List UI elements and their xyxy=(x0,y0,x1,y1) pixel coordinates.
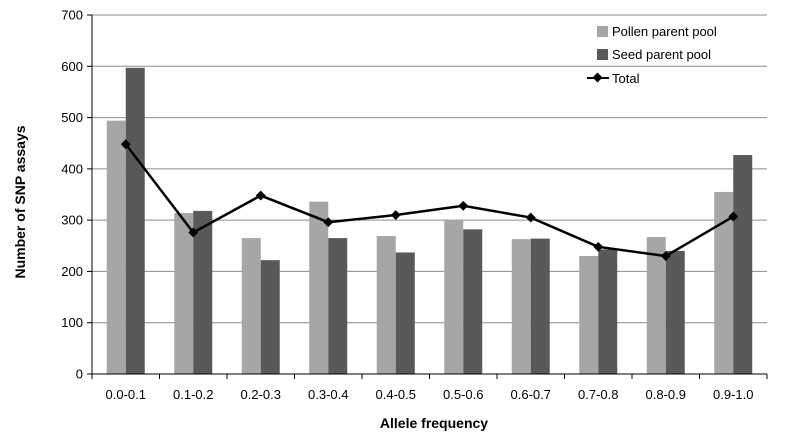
legend: Pollen parent pool Seed parent pool Tota… xyxy=(587,24,717,86)
total-point xyxy=(593,241,604,252)
total-point xyxy=(525,212,536,223)
y-tick-label: 100 xyxy=(61,315,83,330)
bar-pollen-parent xyxy=(579,256,599,374)
x-tick-label: 0.5-0.6 xyxy=(443,387,483,402)
y-tick-label: 300 xyxy=(61,213,83,228)
bar-pollen-parent xyxy=(646,237,666,374)
x-tick-label: 0.0-0.1 xyxy=(106,387,146,402)
x-tick-label: 0.6-0.7 xyxy=(511,387,551,402)
x-tick-label: 0.1-0.2 xyxy=(173,387,213,402)
legend-swatch-pollen xyxy=(597,26,608,37)
y-tick-label: 500 xyxy=(61,110,83,125)
x-tick-label: 0.8-0.9 xyxy=(646,387,686,402)
bar-pollen-parent xyxy=(376,236,396,374)
bar-seed-parent xyxy=(733,155,753,374)
y-tick-label: 200 xyxy=(61,264,83,279)
bar-seed-parent xyxy=(665,250,685,374)
total-point xyxy=(120,139,131,150)
total-point xyxy=(188,227,199,238)
tick-labels: 0 100 200 300 400 500 600 700 0.0-0.1 0.1-0.2 0.2-… xyxy=(61,8,753,403)
x-tick-label: 0.9-1.0 xyxy=(713,387,753,402)
y-tick-label: 700 xyxy=(61,8,83,23)
y-tick-label: 0 xyxy=(76,367,83,382)
x-axis-title: Allele frequency xyxy=(380,415,488,431)
bar-seed-parent xyxy=(395,252,415,374)
x-tick-label: 0.4-0.5 xyxy=(376,387,416,402)
y-tick-label: 600 xyxy=(61,59,83,74)
total-point xyxy=(728,211,739,222)
y-axis-title: Number of SNP assays xyxy=(12,125,28,278)
total-point xyxy=(458,200,469,211)
bar-pollen-parent xyxy=(309,201,329,374)
bar-pollen-parent xyxy=(241,238,261,374)
bar-pollen-parent xyxy=(106,120,126,374)
bar-seed-parent xyxy=(125,67,145,375)
total-line-path xyxy=(124,143,734,258)
legend-label-seed: Seed parent pool xyxy=(612,47,711,62)
legend-label-pollen: Pollen parent pool xyxy=(612,24,717,39)
legend-label-total: Total xyxy=(612,71,640,86)
bar-seed-parent xyxy=(463,229,483,374)
axes xyxy=(87,14,768,379)
bar-seed-parent xyxy=(193,210,213,374)
bars xyxy=(106,67,753,375)
bar-pollen-parent xyxy=(511,239,531,374)
bar-seed-parent xyxy=(598,249,618,374)
bar-pollen-parent xyxy=(444,219,464,374)
bar-seed-parent xyxy=(530,238,550,374)
bar-seed-parent xyxy=(260,260,280,374)
legend-swatch-total-marker xyxy=(592,72,603,83)
x-tick-label: 0.7-0.8 xyxy=(578,387,618,402)
bar-seed-parent xyxy=(328,238,348,374)
bar-pollen-parent xyxy=(714,191,734,374)
legend-swatch-seed xyxy=(597,49,608,60)
total-point xyxy=(390,210,401,220)
x-tick-label: 0.2-0.3 xyxy=(241,387,281,402)
bar-pollen-parent xyxy=(174,212,194,374)
x-tick-label: 0.3-0.4 xyxy=(308,387,348,402)
total-point xyxy=(323,217,334,228)
total-line xyxy=(120,139,739,261)
y-tick-label: 400 xyxy=(61,161,83,176)
total-point xyxy=(255,190,266,201)
